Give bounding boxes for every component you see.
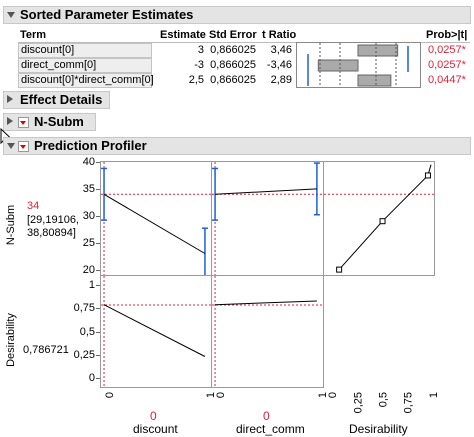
direct-comm-current-value[interactable]: 0 (263, 409, 270, 423)
effect-details-header[interactable]: Effect Details (3, 91, 110, 109)
t-ratio-cell: 3,46 (270, 44, 292, 56)
expand-triangle-icon[interactable] (7, 95, 13, 103)
y-tick-mark (96, 354, 100, 356)
y-tick-label: 0,25 (73, 348, 95, 361)
y-tick-mark (96, 377, 100, 379)
nsubm-interval-high: 38,80894] (27, 227, 76, 239)
t-ratio-bar (317, 59, 359, 72)
estimate-cell: 3 (197, 44, 204, 56)
profile-panel-discount-desirability[interactable] (100, 275, 212, 388)
col-t-ratio: t Ratio (262, 29, 297, 41)
profile-plot (212, 276, 323, 387)
x-tick-label: 0 (327, 392, 340, 399)
profile-trace (103, 304, 206, 357)
red-triangle-menu-icon[interactable] (18, 117, 29, 128)
t-ratio-cell: 2,89 (270, 74, 292, 86)
t-ratio-cell: -3,46 (266, 59, 292, 71)
profile-trace (215, 300, 317, 306)
t-ratio-bar-chart (296, 42, 421, 88)
y-tick-mark (96, 162, 100, 163)
collapse-triangle-icon[interactable] (7, 143, 15, 149)
profile-plot (101, 276, 211, 387)
nsubm-current-value: 34 (27, 200, 40, 212)
x-tick-label: 0,75 (402, 392, 415, 414)
x-tick-label: 0 (104, 392, 117, 399)
nsubm-title: N-Subm (34, 114, 84, 129)
profile-plot (101, 162, 211, 278)
x-tick-label: 0,25 (352, 392, 365, 414)
y-tick-mark (96, 242, 100, 244)
estimate-cell: -3 (194, 59, 204, 71)
x-tick-label: 1 (427, 392, 440, 399)
desirability-function-panel[interactable] (323, 161, 435, 276)
profile-panel-discount-nsubm[interactable] (100, 161, 212, 278)
direct-comm-factor-label: direct_comm (236, 422, 305, 436)
profile-trace (338, 164, 432, 270)
nsubm-interval-low: [29,19106, (27, 214, 79, 226)
profiler-header[interactable]: Prediction Profiler (3, 137, 471, 155)
sorted-estimates-header[interactable]: Sorted Parameter Estimates (3, 6, 471, 24)
col-std-error: Std Error (209, 29, 257, 41)
estimate-cell: 2,5 (188, 74, 204, 86)
col-term: Term (20, 29, 47, 41)
term-cell: direct_comm[0] (18, 58, 152, 73)
y-tick-label: 40 (82, 156, 95, 168)
red-triangle-menu-icon[interactable] (18, 141, 29, 152)
profile-panel-direct-comm-nsubm[interactable] (211, 161, 324, 276)
term-cell: discount[0]*direct_comm[0] (18, 73, 154, 88)
profiler-title: Prediction Profiler (34, 138, 147, 153)
header-divider (18, 42, 470, 43)
expand-triangle-icon[interactable] (7, 117, 13, 125)
y-tick-label: 0,5 (79, 325, 95, 338)
prob-cell: 0,0447* (428, 74, 466, 86)
y-tick-mark (96, 215, 100, 217)
prob-cell: 0,0257* (428, 44, 466, 56)
desirability-handle (424, 172, 431, 179)
profile-panel-direct-comm-desirability[interactable] (211, 275, 324, 388)
nsubm-axis-label: N-Subm (5, 204, 17, 246)
t-ratio-bar (357, 74, 392, 87)
profile-trace (103, 193, 206, 254)
y-tick-mark (96, 188, 100, 190)
sorted-estimates-title: Sorted Parameter Estimates (20, 7, 194, 22)
y-tick-label: 35 (82, 182, 95, 195)
std-error-cell: 0,866025 (210, 74, 256, 86)
x-tick-label: 0 (215, 392, 228, 399)
col-prob: Prob>|t| (426, 29, 468, 41)
nsubm-header[interactable]: N-Subm (3, 113, 96, 131)
effect-details-title: Effect Details (20, 92, 103, 107)
desirability-function-plot (324, 164, 434, 273)
std-error-cell: 0,866025 (210, 59, 256, 71)
y-tick-mark (96, 269, 100, 271)
profile-trace (215, 188, 317, 195)
y-tick-label: 30 (82, 209, 95, 222)
desirability-axis-label: Desirability (5, 313, 17, 367)
y-tick-label: 25 (82, 236, 95, 249)
x-tick-label: 0,5 (377, 392, 390, 408)
desirability-handle (336, 266, 343, 273)
col-estimate: Estimate (160, 29, 206, 41)
t-ratio-bar (357, 44, 399, 57)
desirability-factor-label: Desirability (349, 422, 408, 436)
desirability-handle (379, 218, 386, 225)
desirability-current-value: 0,786721 (23, 344, 69, 356)
y-tick-label: 0 (88, 371, 95, 384)
y-tick-label: 1 (88, 279, 95, 292)
y-tick-label: 20 (82, 263, 95, 276)
discount-current-value[interactable]: 0 (150, 409, 157, 423)
std-error-cell: 0,866025 (210, 44, 256, 56)
y-tick-mark (96, 285, 100, 287)
y-tick-mark (96, 308, 100, 310)
y-tick-label: 0,75 (73, 302, 95, 315)
discount-factor-label: discount (133, 422, 178, 436)
profile-plot (212, 162, 323, 275)
y-tick-mark (96, 331, 100, 333)
term-cell: discount[0] (18, 43, 152, 58)
collapse-triangle-icon[interactable] (7, 12, 15, 18)
prob-cell: 0,0257* (428, 59, 466, 71)
